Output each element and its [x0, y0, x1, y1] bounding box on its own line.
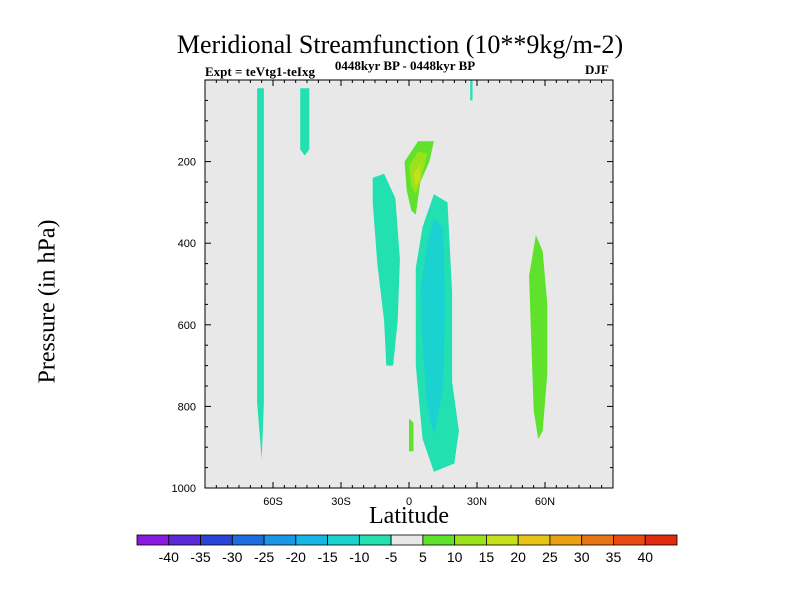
colorbar-label: 30 — [574, 549, 590, 565]
y-tick-label: 600 — [178, 320, 196, 332]
colorbar-swatch — [549, 534, 583, 546]
contour-region-sh-midlat-upper — [300, 88, 310, 156]
colorbar-swatch — [486, 534, 519, 546]
colorbar-label: 5 — [419, 549, 427, 565]
colorbar-swatch — [422, 534, 456, 546]
colorbar-swatch — [200, 534, 233, 546]
x-tick-label: 60S — [263, 496, 283, 508]
contour-region-sh-subtropic — [372, 173, 400, 366]
colorbar-label: -40 — [159, 549, 179, 565]
y-tick-label: 1000 — [172, 483, 196, 495]
colorbar-swatch — [644, 534, 678, 546]
contour-region-sh-high-lat — [254, 88, 264, 460]
colorbar-swatch — [136, 534, 170, 546]
season-label: DJF — [585, 62, 609, 77]
colorbar-label: -5 — [385, 549, 398, 565]
chart-subtitle: 0448kyr BP - 0448kyr BP — [334, 58, 476, 73]
colorbar-label: -10 — [349, 549, 369, 565]
colorbar-swatch — [581, 534, 614, 546]
colorbar-swatch — [231, 534, 265, 546]
colorbar-label: 15 — [479, 549, 495, 565]
contour-region-sh-midlat-column — [279, 243, 287, 419]
contour-region-nh-tropic-skyblue — [420, 218, 446, 435]
colorbar-swatch — [263, 534, 297, 546]
experiment-label: Expt = teVtg1-teIxg — [205, 64, 315, 79]
colorbar-label: -30 — [222, 549, 242, 565]
contour-region-eq-upper-orange — [413, 163, 421, 187]
chart-title: Meridional Streamfunction (10**9kg/m-2) — [176, 30, 624, 59]
contour-region-eq-lower-green — [404, 365, 419, 474]
colorbar-label: 10 — [447, 549, 463, 565]
colorbar-label: -25 — [254, 549, 274, 565]
colorbar-swatch — [454, 534, 487, 546]
colorbar-label: -35 — [190, 549, 210, 565]
colorbar-label: 35 — [606, 549, 622, 565]
contour-region-nh-subtropic-top-cyan — [470, 80, 473, 101]
colorbar-swatch — [517, 534, 551, 546]
y-tick-label: 800 — [178, 401, 196, 413]
y-tick-label: 400 — [178, 238, 196, 250]
colorbar-swatch — [613, 534, 646, 546]
colorbar-swatch — [327, 534, 360, 546]
x-tick-label: 30N — [467, 496, 487, 508]
x-axis-label: Latitude — [369, 503, 449, 529]
x-tick-label: 0 — [406, 496, 412, 508]
colorbar-swatch — [168, 534, 201, 546]
colorbar-swatch — [295, 534, 328, 546]
colorbar-swatch — [390, 534, 424, 546]
contour-region-nh-subtropic-lower — [456, 202, 471, 366]
y-tick-label: 200 — [178, 157, 196, 169]
colorbar-label: -15 — [317, 549, 337, 565]
colorbar-label: 40 — [637, 549, 653, 565]
colorbar-swatch — [358, 534, 392, 546]
colorbar-label: 25 — [542, 549, 558, 565]
x-tick-label: 30S — [331, 496, 351, 508]
colorbar-label: -20 — [286, 549, 306, 565]
x-tick-label: 60N — [535, 496, 555, 508]
contour-region-nh-midlat-yellowgreen — [529, 235, 548, 439]
colorbar-label: 20 — [510, 549, 526, 565]
contour-region-eq-lower-yellowgreen — [409, 418, 414, 452]
